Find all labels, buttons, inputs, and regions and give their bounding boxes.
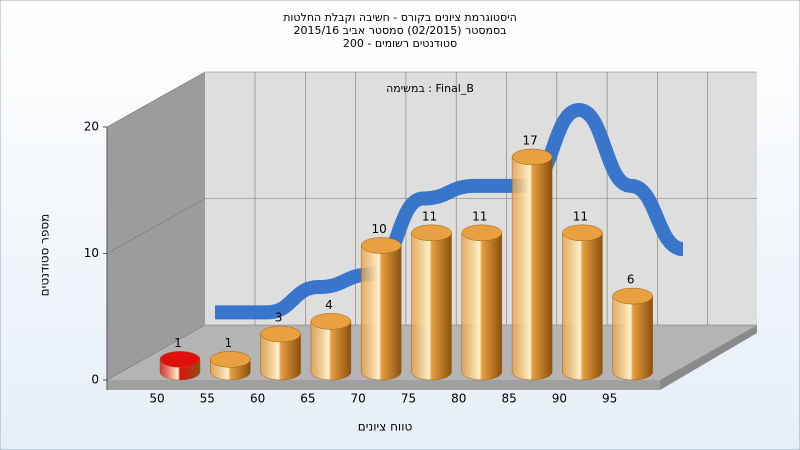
bar bbox=[360, 245, 402, 381]
bar-top bbox=[159, 351, 201, 368]
y-tick-label: 10 bbox=[84, 246, 99, 260]
title-line: סטודנטים רשומים - 200 bbox=[343, 37, 457, 50]
data-label: 3 bbox=[275, 311, 283, 325]
bar-top bbox=[562, 224, 603, 242]
bar bbox=[511, 156, 553, 381]
x-tick-label: 65 bbox=[300, 392, 315, 406]
y-tick-label: 0 bbox=[91, 373, 99, 387]
data-label: 11 bbox=[472, 209, 487, 223]
trend-ribbon bbox=[215, 102, 685, 320]
data-label: 6 bbox=[627, 273, 635, 287]
bar bbox=[260, 333, 301, 381]
annotation: במשימה : Final_B bbox=[386, 82, 474, 95]
x-tick-label: 50 bbox=[149, 392, 164, 406]
title-line: בסמסטר (02/2015) סמסטר אביב 2015/16 bbox=[293, 24, 506, 37]
bar bbox=[562, 232, 603, 381]
data-label: 4 bbox=[325, 298, 333, 312]
floor-front bbox=[107, 380, 660, 390]
bar-top bbox=[210, 351, 251, 368]
title-line: היסטוגרמת ציונים בקורס - חשיבה וקבלת החל… bbox=[283, 11, 517, 24]
bar-top bbox=[612, 287, 653, 305]
x-axis-label: טווח ציונים bbox=[358, 420, 413, 434]
x-tick-label: 95 bbox=[602, 392, 617, 406]
x-tick-label: 75 bbox=[401, 392, 416, 406]
bar bbox=[461, 232, 503, 381]
data-label: 11 bbox=[573, 209, 588, 223]
x-tick-label: 90 bbox=[552, 392, 567, 406]
data-label: 11 bbox=[422, 209, 437, 223]
data-label: 1 bbox=[224, 336, 232, 350]
y-axis-label: מספר סטודנטים bbox=[38, 214, 52, 297]
bar-top bbox=[461, 224, 503, 242]
bar-top bbox=[511, 148, 553, 166]
y-tick-label: 20 bbox=[84, 120, 99, 134]
x-tick-label: 55 bbox=[200, 392, 215, 406]
bar-top bbox=[360, 237, 402, 254]
bar bbox=[411, 232, 452, 381]
bar-top bbox=[310, 313, 352, 330]
data-label: 17 bbox=[522, 133, 537, 147]
grid-line bbox=[106, 198, 757, 254]
x-tick-label: 80 bbox=[451, 392, 466, 406]
x-tick-label: 70 bbox=[351, 392, 366, 406]
floor-edge bbox=[660, 325, 757, 390]
x-tick-label: 85 bbox=[501, 392, 516, 406]
x-tick-label: 60 bbox=[250, 392, 265, 406]
bar-top bbox=[411, 224, 452, 242]
data-label: 10 bbox=[372, 222, 387, 236]
bar bbox=[612, 295, 653, 381]
bar-top bbox=[260, 325, 301, 343]
grid-line bbox=[106, 71, 757, 128]
data-label: 1 bbox=[174, 336, 182, 350]
bar bbox=[310, 321, 352, 381]
